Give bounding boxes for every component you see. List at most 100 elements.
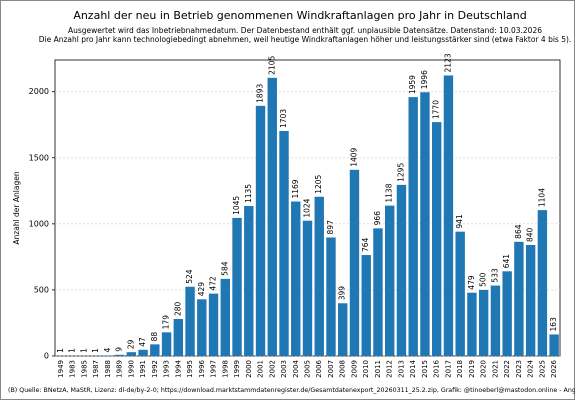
bar (103, 355, 112, 356)
bar (373, 228, 382, 356)
x-tick-label: 1997 (210, 360, 218, 378)
data-label: 429 (197, 282, 206, 297)
bar (150, 344, 159, 356)
bar (174, 319, 183, 356)
bar (315, 197, 324, 356)
data-label: 1893 (256, 84, 265, 103)
bar (549, 334, 558, 356)
data-label: 1996 (420, 70, 429, 89)
y-tick-label: 0 (44, 352, 49, 361)
x-tick-label: 2008 (339, 360, 347, 378)
data-label: 179 (162, 315, 171, 330)
data-label: 280 (173, 301, 182, 316)
x-tick-label: 1994 (174, 359, 182, 377)
data-label: 764 (361, 237, 370, 252)
data-label: 1205 (314, 174, 323, 193)
x-tick-label: 2005 (304, 360, 312, 378)
data-label: 584 (220, 261, 229, 276)
data-label: 1703 (279, 109, 288, 128)
x-tick-label: 2012 (386, 360, 394, 378)
bar (362, 255, 371, 356)
data-label: 864 (514, 224, 523, 239)
data-label: 4 (103, 347, 112, 352)
x-tick-label: 1985 (80, 360, 88, 378)
data-label: 1135 (244, 184, 253, 203)
bar (268, 78, 277, 356)
bar (221, 279, 230, 356)
x-tick-label: 1992 (151, 360, 159, 378)
x-tick-label: 1989 (116, 360, 124, 378)
x-tick-label: 2000 (245, 360, 253, 378)
x-tick-label: 1998 (221, 360, 229, 378)
x-tick-label: 2015 (421, 360, 429, 378)
data-label: 1104 (537, 188, 546, 207)
bar (538, 210, 547, 356)
x-tick-label: 1990 (127, 360, 135, 378)
x-tick-label: 2024 (527, 359, 535, 377)
x-tick-label: 2007 (327, 360, 335, 378)
data-label: 1295 (396, 163, 405, 182)
bar (209, 294, 218, 356)
x-tick-label: 2026 (550, 359, 558, 377)
data-label: 1 (56, 348, 65, 353)
bar (115, 355, 124, 356)
y-tick-label: 2000 (29, 87, 49, 96)
x-tick-label: 2003 (280, 360, 288, 378)
y-tick-label: 1000 (29, 219, 49, 228)
data-label: 1409 (349, 147, 358, 166)
x-tick-label: 2010 (362, 360, 370, 378)
data-label: 163 (549, 317, 558, 332)
data-label: 500 (479, 272, 488, 287)
data-label: 2123 (443, 53, 452, 72)
bar (397, 185, 406, 356)
subtitle: Ausgewertet wird das Inbetriebnahmedatum… (68, 26, 542, 35)
data-label: 1 (91, 348, 100, 353)
y-tick-label: 1500 (29, 153, 49, 162)
chart-title: Anzahl der neu in Betrieb genommenen Win… (73, 9, 526, 22)
data-label: 524 (185, 269, 194, 284)
x-tick-label: 1999 (233, 360, 241, 378)
bar (197, 299, 206, 356)
x-tick-label: 2013 (397, 360, 405, 378)
bar (432, 122, 441, 356)
data-label: 479 (467, 275, 476, 290)
bar (385, 206, 394, 356)
x-tick-label: 1995 (186, 360, 194, 378)
x-tick-label: 1996 (198, 359, 206, 377)
x-tick-label: 2016 (433, 359, 441, 377)
bar (338, 303, 347, 356)
data-label: 399 (338, 286, 347, 301)
x-tick-label: 2021 (491, 360, 499, 378)
bar (409, 97, 418, 356)
x-tick-label: 2004 (292, 359, 300, 377)
data-label: 1959 (408, 75, 417, 94)
data-label: 840 (526, 227, 535, 242)
bar (138, 350, 147, 356)
x-tick-label: 2011 (374, 360, 382, 378)
x-tick-label: 2025 (538, 360, 546, 378)
data-label: 1 (79, 348, 88, 353)
bar (420, 92, 429, 356)
x-tick-label: 2020 (480, 360, 488, 378)
x-tick-label: 1993 (163, 360, 171, 378)
data-label: 47 (138, 337, 147, 347)
bar (467, 293, 476, 356)
bar (526, 245, 535, 356)
bar (232, 218, 241, 356)
data-label: 9 (115, 347, 124, 352)
data-label: 88 (150, 332, 159, 342)
data-label: 472 (209, 276, 218, 291)
y-tick-label: 500 (34, 285, 49, 294)
x-tick-label: 1988 (104, 360, 112, 378)
x-tick-label: 2017 (444, 360, 452, 378)
x-tick-label: 1949 (57, 360, 65, 378)
data-label: 1138 (385, 183, 394, 202)
bar (444, 75, 453, 356)
x-tick-label: 2009 (350, 360, 358, 378)
data-label: 533 (490, 268, 499, 283)
data-label: 1169 (291, 179, 300, 198)
x-tick-label: 2006 (315, 359, 323, 377)
x-tick-label: 2018 (456, 360, 464, 378)
data-label: 966 (373, 211, 382, 226)
